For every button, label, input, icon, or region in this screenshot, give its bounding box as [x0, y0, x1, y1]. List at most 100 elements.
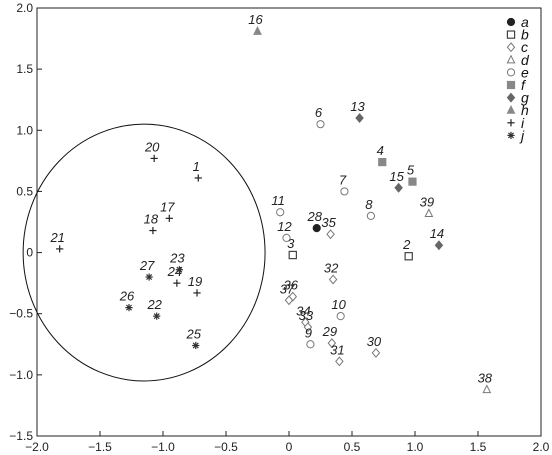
point-label: 38: [478, 371, 493, 386]
point-label: 10: [331, 297, 346, 312]
data-point: [316, 120, 325, 129]
data-point: [434, 240, 444, 251]
data-point: [149, 226, 157, 235]
legend-label: f: [521, 77, 527, 93]
data-point: [284, 295, 294, 306]
point-label: 13: [350, 99, 365, 114]
marker-shape: [284, 295, 294, 306]
point-label: 3: [287, 236, 295, 251]
point-label: 30: [367, 334, 382, 349]
legend-marker: [506, 17, 516, 27]
marker-stroke: [176, 266, 183, 273]
point-label: 25: [186, 327, 202, 342]
x-tick-label: −2.0: [25, 440, 49, 454]
marker-shape: [506, 54, 516, 64]
marker-shape: [306, 340, 315, 349]
marker-shape: [506, 30, 516, 39]
x-tick-label: −0.5: [214, 440, 238, 454]
point-label: 26: [119, 289, 135, 304]
point-label: 8: [365, 197, 373, 212]
data-point: [328, 274, 338, 285]
marker-shape: [506, 17, 516, 27]
marker-stroke: [125, 304, 132, 311]
point-label: 28: [306, 209, 322, 224]
marker-shape: [336, 312, 345, 321]
legend-label: j: [519, 127, 525, 143]
x-tick-label: 1.5: [470, 440, 487, 454]
marker-shape: [506, 104, 516, 114]
x-tick-label: −1.5: [88, 440, 112, 454]
x-tick-label: 1.0: [407, 440, 424, 454]
x-tick-label: 0: [286, 440, 293, 454]
data-point: [193, 289, 201, 297]
data-point: [424, 208, 434, 218]
data-point: [340, 187, 349, 196]
data-point: [125, 304, 133, 312]
point-label: 31: [330, 342, 344, 357]
point-label: 9: [305, 325, 312, 340]
marker-shape: [335, 356, 344, 367]
marker-stroke: [192, 342, 199, 349]
data-point: [355, 113, 364, 124]
point-label: 21: [49, 230, 64, 245]
point-label: 22: [146, 297, 162, 312]
data-point: [165, 214, 173, 222]
legend-label: i: [521, 115, 525, 131]
marker-shape: [506, 68, 516, 77]
marker-shape: [316, 120, 325, 129]
data-point: [253, 26, 262, 35]
point-label: 1: [193, 159, 200, 174]
data-point: [56, 245, 64, 253]
marker-shape: [303, 322, 313, 333]
marker-shape: [506, 80, 516, 90]
data-point: [378, 157, 387, 167]
data-point: [394, 182, 403, 193]
marker-shape: [408, 177, 417, 186]
data-point: [192, 341, 200, 350]
data-point: [482, 384, 492, 394]
data-point: [404, 252, 413, 261]
marker-shape: [371, 347, 381, 358]
data-point: [288, 250, 297, 260]
legend-label: a: [521, 14, 529, 30]
point-label: 16: [248, 12, 263, 27]
point-label: 27: [139, 258, 155, 273]
cluster-ellipse: [22, 123, 266, 382]
point-label: 23: [169, 251, 185, 266]
point-label: 35: [321, 215, 336, 230]
marker-shape: [253, 26, 262, 35]
y-tick-label: 0: [26, 246, 33, 260]
y-tick-label: −0.5: [9, 307, 33, 321]
marker-shape: [276, 208, 285, 217]
point-label: 14: [430, 226, 444, 241]
point-label: 37: [280, 281, 295, 296]
legend-marker: [506, 104, 516, 114]
data-point: [173, 279, 181, 287]
point-label: 6: [315, 105, 323, 120]
point-label: 36: [284, 278, 299, 293]
legend-label: d: [521, 52, 530, 68]
marker-stroke: [146, 274, 153, 281]
point-label: 15: [389, 169, 404, 184]
x-tick-label: −1.0: [151, 440, 175, 454]
point-label: 19: [188, 274, 202, 289]
marker-shape: [288, 250, 297, 260]
point-label: 33: [299, 308, 314, 323]
point-label: 29: [322, 324, 337, 339]
marker-shape: [326, 229, 335, 240]
legend-label: g: [521, 90, 529, 106]
y-tick-label: 1.0: [16, 123, 33, 137]
marker-shape: [482, 384, 492, 394]
legend-marker: [506, 30, 516, 39]
legend-marker: [507, 131, 515, 139]
point-label: 7: [339, 172, 347, 187]
point-label: 11: [271, 193, 285, 208]
data-point: [150, 154, 158, 163]
data-point: [327, 338, 337, 349]
legend-label: h: [521, 102, 529, 118]
marker-shape: [340, 187, 349, 196]
point-label: 4: [377, 143, 384, 158]
marker-shape: [282, 233, 291, 242]
